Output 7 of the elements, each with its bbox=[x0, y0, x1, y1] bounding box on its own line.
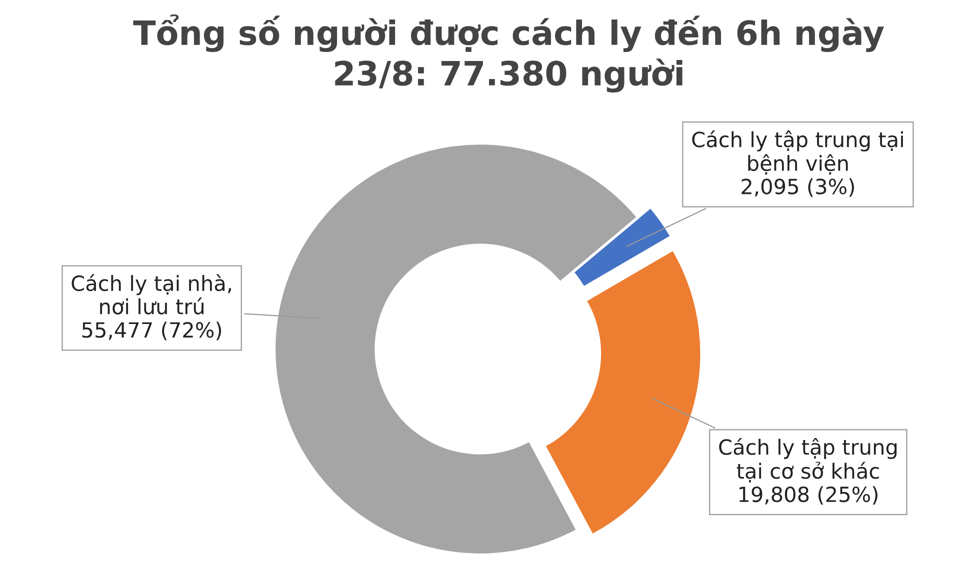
data-label: 55,477 (72%) bbox=[82, 322, 222, 340]
slice-label: Cách ly tập trung tại cơ sở khác bbox=[719, 438, 897, 482]
slice-label: Cách ly tập trung tại bệnh viện bbox=[692, 130, 903, 175]
data-label: 19,808 (25%) bbox=[739, 486, 878, 505]
slice-label: Cách ly tại nhà, nơi lưu trú bbox=[72, 274, 231, 314]
chart-title: Tổng số người được cách ly đến 6h ngày 23/8: 77.380 người bbox=[133, 14, 884, 93]
data-label: 2,095 (3%) bbox=[742, 178, 854, 197]
